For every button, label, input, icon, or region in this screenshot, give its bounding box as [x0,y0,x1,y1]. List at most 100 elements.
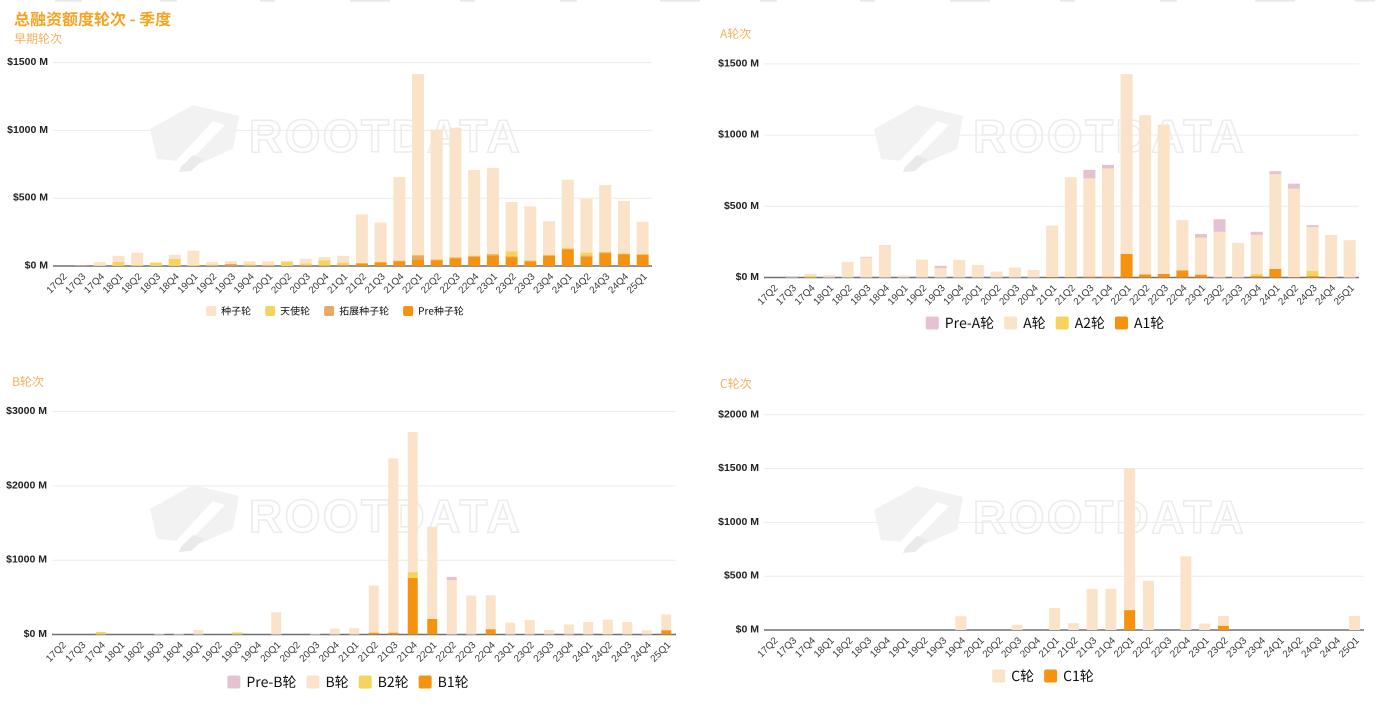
svg-text:22Q1: 22Q1 [400,271,425,296]
svg-text:20Q2: 20Q2 [269,271,294,296]
svg-text:19Q1: 19Q1 [887,635,912,660]
svg-text:22Q2: 22Q2 [434,640,459,665]
svg-text:19Q1: 19Q1 [886,283,911,308]
svg-text:21Q2: 21Q2 [1053,283,1078,308]
svg-text:22Q1: 22Q1 [415,640,440,665]
svg-text:$3000 M: $3000 M [6,405,47,417]
svg-text:18Q2: 18Q2 [830,283,855,308]
svg-text:20Q2: 20Q2 [278,640,303,665]
svg-text:19Q1: 19Q1 [181,640,206,665]
svg-text:17Q2: 17Q2 [756,283,781,308]
svg-text:20Q4: 20Q4 [317,639,342,664]
svg-text:19Q4: 19Q4 [239,639,264,664]
svg-text:17Q4: 17Q4 [83,639,108,664]
svg-text:18Q2: 18Q2 [831,635,856,660]
svg-text:$1500 M: $1500 M [718,57,759,69]
svg-text:23Q1: 23Q1 [475,271,500,296]
svg-text:23Q3: 23Q3 [532,639,557,664]
svg-text:19Q3: 19Q3 [220,639,245,664]
svg-text:19Q1: 19Q1 [176,271,201,296]
svg-text:21Q1: 21Q1 [1037,635,1062,660]
svg-text:17Q2: 17Q2 [44,640,69,665]
svg-text:$2000 M: $2000 M [6,479,47,491]
svg-text:22Q2: 22Q2 [1131,635,1156,660]
svg-text:18Q2: 18Q2 [122,640,147,665]
svg-text:$2000 M: $2000 M [718,408,759,420]
svg-text:22Q1: 22Q1 [1112,635,1137,660]
svg-text:$1000 M: $1000 M [718,516,759,528]
svg-text:$0 M: $0 M [25,260,49,272]
svg-text:24Q3: 24Q3 [610,639,635,664]
svg-text:21Q1: 21Q1 [326,271,351,296]
svg-text:24Q2: 24Q2 [1281,635,1306,660]
svg-text:22Q1: 22Q1 [1109,283,1134,308]
svg-text:21Q2: 21Q2 [1056,635,1081,660]
svg-text:23Q2: 23Q2 [494,271,519,296]
svg-text:21Q1: 21Q1 [1035,283,1060,308]
svg-text:17Q3: 17Q3 [64,639,89,664]
svg-text:24Q1: 24Q1 [550,271,575,296]
svg-text:23Q3: 23Q3 [1225,635,1250,660]
svg-text:$0 M: $0 M [24,628,48,640]
svg-text:23Q2: 23Q2 [1202,283,1227,308]
svg-text:18Q3: 18Q3 [142,639,167,664]
svg-text:25Q1: 25Q1 [625,271,650,296]
svg-text:18Q1: 18Q1 [103,640,128,665]
svg-text:24Q2: 24Q2 [569,271,594,296]
svg-text:23Q2: 23Q2 [512,640,537,665]
svg-text:24Q2: 24Q2 [1276,283,1301,308]
svg-text:24Q1: 24Q1 [1258,283,1283,308]
svg-text:21Q3: 21Q3 [1075,635,1100,660]
svg-text:20Q2: 20Q2 [979,283,1004,308]
svg-text:17Q2: 17Q2 [45,271,70,296]
svg-text:25Q1: 25Q1 [649,640,674,665]
svg-text:21Q2: 21Q2 [344,271,369,296]
svg-text:$1000 M: $1000 M [6,554,47,566]
svg-text:21Q3: 21Q3 [376,639,401,664]
svg-text:19Q2: 19Q2 [904,283,929,308]
svg-text:24Q2: 24Q2 [590,640,615,665]
svg-text:20Q1: 20Q1 [962,635,987,660]
svg-text:$500 M: $500 M [724,200,759,212]
svg-text:18Q1: 18Q1 [811,283,836,308]
svg-text:20Q1: 20Q1 [251,271,276,296]
svg-text:17Q3: 17Q3 [775,635,800,660]
svg-text:20Q1: 20Q1 [960,283,985,308]
svg-text:24Q1: 24Q1 [571,640,596,665]
svg-text:21Q1: 21Q1 [337,640,362,665]
svg-text:20Q1: 20Q1 [259,640,284,665]
svg-text:18Q1: 18Q1 [812,635,837,660]
svg-text:$1000 M: $1000 M [7,124,48,136]
svg-text:ROOTDATA: ROOTDATA [973,110,1246,162]
svg-text:17Q2: 17Q2 [756,635,781,660]
svg-text:24Q1: 24Q1 [1262,635,1287,660]
svg-text:$500 M: $500 M [13,192,48,204]
svg-text:21Q2: 21Q2 [356,640,381,665]
svg-text:$1500 M: $1500 M [718,462,759,474]
svg-text:23Q1: 23Q1 [1187,635,1212,660]
svg-text:19Q2: 19Q2 [906,635,931,660]
svg-text:24Q4: 24Q4 [629,639,654,664]
svg-text:$0 M: $0 M [736,271,760,283]
svg-text:19Q2: 19Q2 [200,640,225,665]
svg-text:ROOTDATA: ROOTDATA [249,490,522,542]
svg-text:$1500 M: $1500 M [7,56,48,68]
svg-text:25Q1: 25Q1 [1337,635,1362,660]
svg-text:23Q1: 23Q1 [1183,283,1208,308]
svg-text:22Q3: 22Q3 [454,639,479,664]
svg-text:ROOTDATA: ROOTDATA [249,110,522,162]
svg-text:24Q3: 24Q3 [1300,635,1325,660]
svg-text:23Q4: 23Q4 [551,639,576,664]
svg-text:25Q1: 25Q1 [1332,283,1357,308]
svg-text:23Q2: 23Q2 [1206,635,1231,660]
svg-text:22Q3: 22Q3 [1150,635,1175,660]
svg-text:23Q1: 23Q1 [493,640,518,665]
svg-text:ROOTDATA: ROOTDATA [973,491,1246,543]
svg-text:20Q2: 20Q2 [981,635,1006,660]
svg-text:19Q2: 19Q2 [195,271,220,296]
svg-text:18Q1: 18Q1 [101,271,126,296]
svg-text:18Q4: 18Q4 [161,639,186,664]
svg-text:18Q3: 18Q3 [850,635,875,660]
svg-text:22Q4: 22Q4 [473,639,498,664]
svg-text:18Q2: 18Q2 [120,271,145,296]
